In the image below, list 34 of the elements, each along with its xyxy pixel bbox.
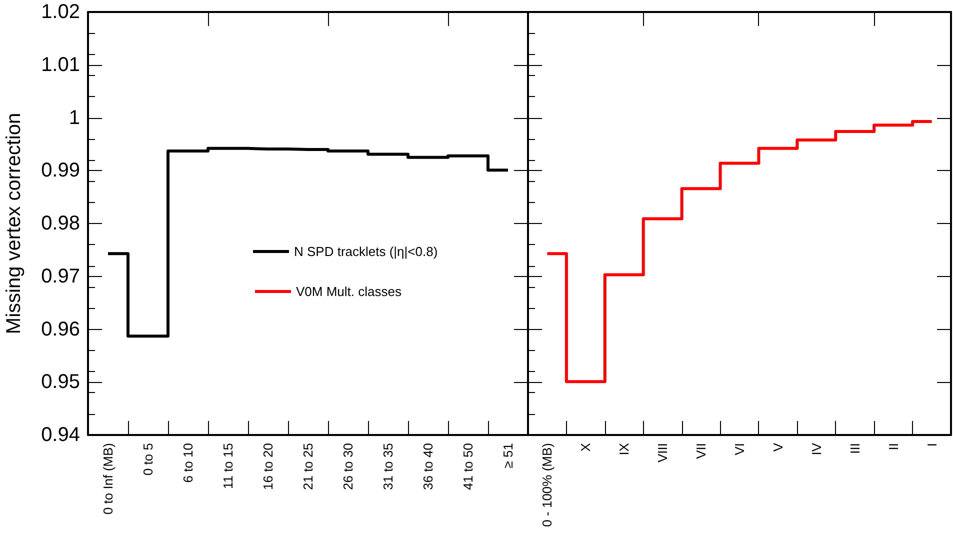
x-tick-label: IX (616, 442, 632, 456)
y-tick-label: 0.99 (41, 160, 80, 182)
x-tick-label: II (886, 443, 901, 450)
x-tick-label: X (578, 442, 594, 452)
y-tick-label: 1 (68, 106, 80, 129)
y-tick-label: 0.95 (41, 371, 80, 394)
x-tick-label: 6 to 10 (180, 443, 196, 483)
x-tick-label: 0 - 100% (MB) (540, 443, 555, 527)
x-tick-label: 31 to 35 (380, 443, 396, 490)
x-tick-label: 36 to 40 (420, 443, 436, 490)
y-tick-label: 0.97 (41, 265, 80, 288)
y-tick-label: 1.01 (41, 54, 80, 76)
x-tick-label: 0 to 5 (140, 443, 156, 476)
x-tick-label: 11 to 15 (220, 443, 236, 490)
legend-label: V0M Mult. classes (296, 284, 402, 299)
y-tick-label: 0.98 (41, 212, 80, 234)
x-tick-label: III (847, 443, 862, 454)
x-tick-label: 26 to 30 (340, 443, 356, 490)
x-tick-label: VIII (655, 443, 670, 463)
legend-label: N SPD tracklets (|η|<0.8) (294, 244, 438, 259)
y-axis-title: Missing vertex correction (3, 112, 25, 334)
x-tick-label: 0 to Inf (MB) (100, 443, 116, 515)
x-tick-label: VII (694, 443, 709, 459)
x-tick-label: ≥ 51 (500, 443, 516, 468)
x-tick-label: I (924, 443, 940, 447)
y-tick-label: 0.96 (41, 318, 80, 340)
x-tick-label: V (770, 442, 786, 452)
x-tick-label: IV (808, 442, 824, 456)
x-tick-label: 21 to 25 (300, 443, 316, 490)
y-tick-label: 1.02 (41, 1, 80, 23)
y-tick-label: 0.94 (41, 424, 80, 446)
x-tick-label: 41 to 50 (460, 443, 476, 490)
x-tick-label: VI (732, 443, 747, 456)
x-tick-label: 16 to 20 (260, 443, 276, 490)
